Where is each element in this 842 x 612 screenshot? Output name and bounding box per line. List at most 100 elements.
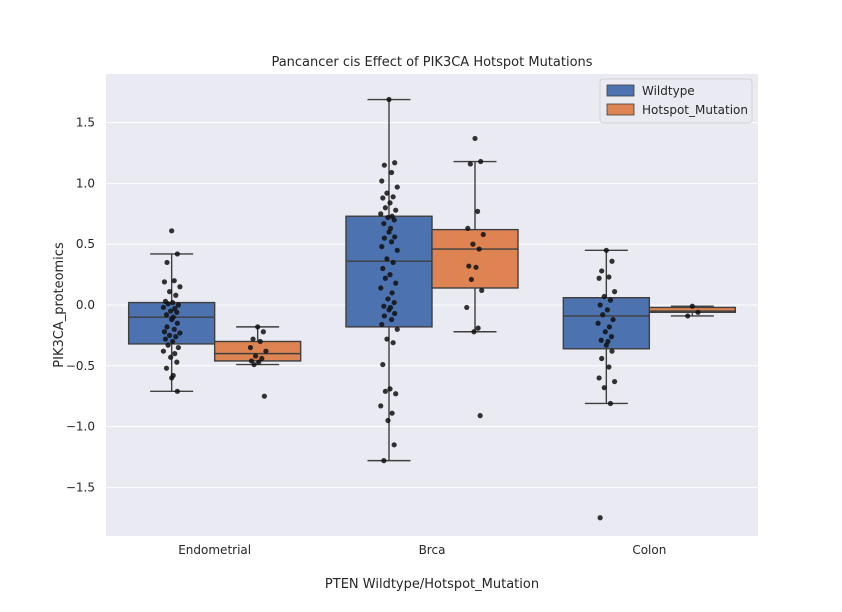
data-point	[391, 299, 397, 306]
data-point	[177, 284, 183, 290]
box-body	[127, 301, 216, 345]
data-point	[381, 235, 387, 241]
data-point	[388, 316, 395, 323]
data-point	[381, 313, 387, 319]
data-point	[381, 162, 387, 168]
data-point	[378, 403, 384, 409]
data-point	[177, 330, 183, 336]
data-point	[175, 344, 181, 351]
data-point	[610, 316, 616, 323]
data-point	[471, 329, 477, 335]
data-point	[380, 195, 386, 201]
legend-swatch-wildtype	[606, 84, 635, 97]
data-point	[603, 247, 609, 253]
data-point	[685, 313, 691, 319]
data-point	[378, 211, 384, 217]
data-point	[385, 214, 391, 221]
data-point	[165, 342, 171, 348]
data-point	[599, 355, 605, 362]
data-point	[379, 321, 385, 328]
data-point	[382, 275, 388, 281]
data-point	[465, 225, 471, 232]
data-point	[392, 160, 398, 166]
data-point	[607, 297, 614, 303]
data-point	[174, 320, 180, 326]
legend: Wildtype Hotspot_Mutation	[599, 78, 753, 124]
data-point	[393, 391, 399, 397]
data-point	[602, 329, 608, 335]
data-point	[596, 275, 602, 281]
data-point	[167, 289, 173, 295]
data-point	[172, 351, 178, 357]
data-point	[387, 386, 393, 392]
data-point	[473, 264, 479, 270]
data-point	[381, 458, 387, 464]
data-point	[256, 359, 262, 365]
legend-label-hotspot-mutation: Hotspot_Mutation	[642, 103, 748, 117]
data-point	[608, 334, 615, 340]
data-point	[173, 334, 179, 340]
data-point	[174, 251, 180, 257]
data-point	[467, 161, 473, 167]
data-point	[472, 135, 478, 142]
data-point	[161, 329, 168, 335]
data-point	[260, 329, 266, 335]
y-tick-label: −1.5	[66, 480, 95, 494]
data-point	[391, 442, 397, 448]
data-point	[388, 169, 395, 176]
y-tick-label: −1.0	[66, 420, 95, 434]
data-point	[247, 344, 254, 351]
data-point	[161, 279, 168, 285]
data-point	[695, 309, 701, 315]
data-point	[263, 348, 269, 354]
data-point	[394, 247, 400, 253]
data-point	[379, 178, 385, 184]
box-wildtype-endometrial	[127, 253, 216, 393]
y-tick-label: 1.0	[76, 176, 95, 190]
data-point	[164, 324, 170, 330]
data-point	[168, 354, 174, 360]
data-point	[251, 361, 257, 368]
data-point	[381, 220, 387, 227]
data-point	[174, 359, 180, 365]
y-tick-label: 1.5	[76, 116, 95, 130]
data-point	[170, 338, 176, 345]
data-point	[164, 259, 170, 266]
data-point	[466, 263, 472, 269]
data-point	[257, 338, 263, 345]
box-plots	[127, 98, 737, 462]
data-point	[381, 303, 387, 309]
data-point	[386, 229, 392, 235]
data-point	[689, 303, 695, 309]
data-point	[387, 200, 393, 206]
data-point	[382, 205, 388, 211]
data-point	[168, 308, 174, 314]
data-point	[160, 304, 167, 311]
data-point	[380, 361, 386, 368]
data-point	[598, 337, 604, 343]
data-point	[390, 259, 396, 266]
data-point	[611, 289, 618, 295]
data-point	[169, 316, 175, 323]
data-point	[468, 276, 474, 283]
data-point	[606, 364, 612, 370]
x-axis-label: PTEN Wildtype/Hotspot_Mutation	[325, 577, 539, 592]
chart-title: Pancancer cis Effect of PIK3CA Hotspot M…	[271, 55, 592, 70]
data-point	[171, 278, 177, 284]
data-point	[163, 312, 170, 318]
data-point	[604, 307, 610, 313]
data-point	[248, 358, 255, 364]
data-point	[259, 355, 265, 362]
data-point	[606, 274, 612, 280]
data-point	[255, 324, 261, 330]
data-point	[384, 336, 390, 342]
data-point	[382, 388, 388, 394]
data-point	[478, 158, 484, 165]
data-point	[175, 302, 181, 308]
data-point	[165, 301, 171, 307]
data-point	[606, 324, 613, 330]
x-tick-label: Brca	[419, 543, 446, 557]
data-point	[611, 378, 618, 385]
data-point	[171, 326, 177, 332]
